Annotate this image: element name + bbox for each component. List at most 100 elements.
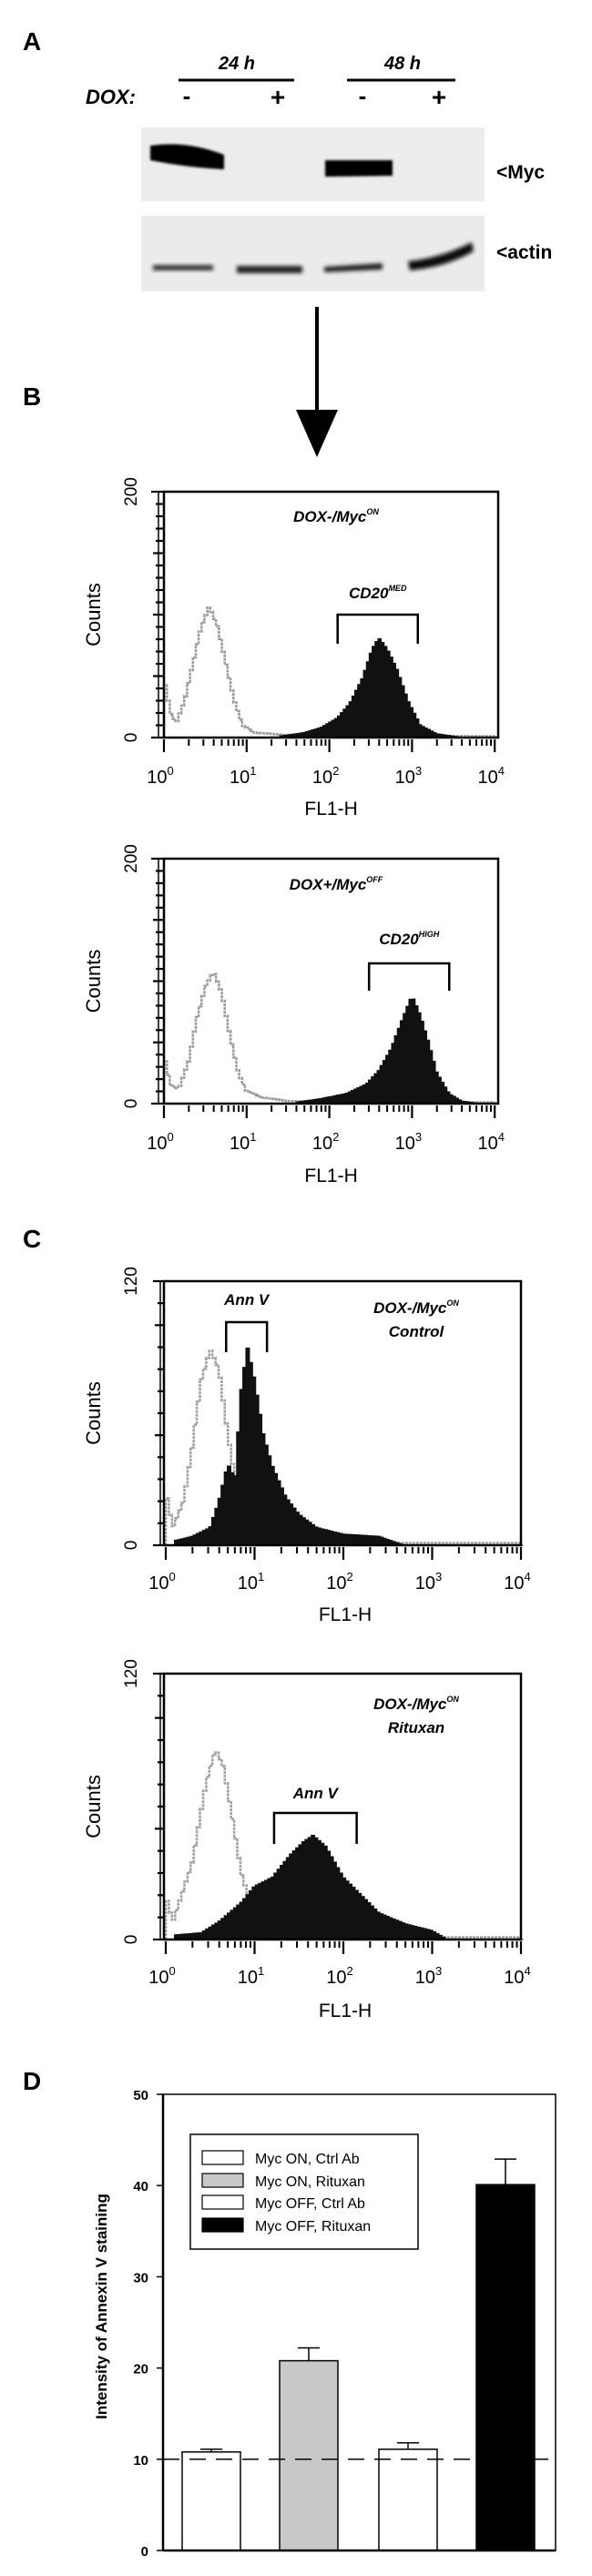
bar-chart: 0 10 20 30 40 50 Intensity of Annexin V staini… bbox=[93, 2088, 556, 2560]
x-tick-base: 10 bbox=[312, 1134, 332, 1154]
y-tick-label: 200 bbox=[122, 477, 141, 506]
histogram-title: DOX+/MycOFF bbox=[290, 875, 383, 893]
y-tick-label: 120 bbox=[122, 1659, 141, 1688]
title-superscript: ON bbox=[446, 1298, 459, 1308]
x-tick-base: 10 bbox=[238, 1968, 258, 1988]
gate-label-text: Ann V bbox=[223, 1291, 270, 1308]
down-arrow bbox=[296, 307, 338, 457]
myc-band-lane-3 bbox=[325, 160, 393, 177]
x-tick-base: 10 bbox=[148, 1968, 168, 1988]
timepoint-48h: 48 h bbox=[383, 54, 421, 74]
x-tick-exponent: 2 bbox=[347, 1964, 353, 1978]
x-tick-base: 10 bbox=[230, 768, 250, 788]
legend-swatch bbox=[201, 2217, 244, 2233]
title-superscript: ON bbox=[446, 1695, 459, 1704]
actin-band-lane-3 bbox=[324, 263, 383, 272]
title-superscript: ON bbox=[366, 507, 379, 516]
x-tick-exponent: 2 bbox=[332, 1130, 339, 1144]
x-tick-label: 102 bbox=[312, 764, 339, 788]
x-tick-label: 103 bbox=[395, 764, 422, 788]
x-tick-label: 103 bbox=[395, 1130, 422, 1154]
x-tick-exponent: 0 bbox=[169, 1964, 176, 1978]
western-blot-actin bbox=[141, 216, 485, 291]
gate-bracket bbox=[336, 613, 420, 644]
band-label-myc: <Myc bbox=[496, 162, 545, 183]
title-text: DOX+/Myc bbox=[290, 876, 367, 893]
y-tick-label: 0 bbox=[122, 733, 141, 743]
x-tick-label: 101 bbox=[230, 764, 256, 788]
x-tick-exponent: 4 bbox=[525, 1570, 531, 1583]
x-axis-label: FL1-H bbox=[319, 2001, 372, 2021]
x-tick-label: 104 bbox=[504, 1964, 530, 1988]
plot-frame bbox=[162, 490, 500, 739]
x-tick-label: 100 bbox=[147, 764, 173, 788]
y-tick-label: 0 bbox=[122, 1099, 141, 1109]
x-tick-exponent: 1 bbox=[250, 764, 256, 778]
actin-band-lane-2 bbox=[237, 266, 302, 273]
x-axis-label: FL1-H bbox=[304, 1166, 357, 1186]
y-tick-label: 0 bbox=[122, 1541, 141, 1551]
y-axis-label: Counts bbox=[82, 950, 105, 1013]
y-tick-label: 10 bbox=[133, 2453, 148, 2469]
lane-3-dox: - bbox=[359, 82, 367, 109]
x-tick-exponent: 3 bbox=[435, 1964, 442, 1978]
panel-label-d: D bbox=[23, 2067, 41, 2095]
legend-label: Myc OFF, Rituxan bbox=[255, 2219, 371, 2235]
x-tick-label: 102 bbox=[312, 1130, 339, 1154]
gate-label-text: CD20 bbox=[379, 931, 419, 948]
x-tick-base: 10 bbox=[147, 768, 167, 788]
legend-label: Myc ON, Rituxan bbox=[255, 2174, 365, 2190]
gate-label-text: CD20 bbox=[349, 585, 389, 602]
gate-label: Ann V bbox=[223, 1291, 270, 1308]
y-tick-label: 0 bbox=[141, 2544, 148, 2560]
x-tick-base: 10 bbox=[230, 1134, 250, 1154]
x-tick-label: 100 bbox=[148, 1570, 175, 1593]
y-axis-label: Counts bbox=[82, 583, 105, 647]
plot-frame bbox=[162, 857, 500, 1105]
title-text: DOX-/Myc bbox=[373, 1695, 447, 1713]
x-tick-label: 103 bbox=[415, 1964, 442, 1988]
x-tick-base: 10 bbox=[415, 1968, 435, 1988]
x-tick-exponent: 3 bbox=[415, 764, 422, 778]
x-tick-exponent: 4 bbox=[498, 764, 505, 778]
histogram-stained-series bbox=[174, 1835, 449, 1940]
y-tick-label: 20 bbox=[133, 2362, 148, 2377]
actin-band-lane-4 bbox=[408, 242, 474, 270]
lane-1-dox: - bbox=[183, 82, 191, 109]
bar bbox=[279, 2359, 339, 2551]
x-tick-label: 104 bbox=[477, 764, 504, 788]
x-tick-exponent: 4 bbox=[525, 1964, 531, 1978]
histogram-title: DOX-/MycON bbox=[293, 507, 379, 525]
bar bbox=[475, 2184, 536, 2551]
legend-label: Myc ON, Ctrl Ab bbox=[255, 2152, 360, 2167]
x-tick-base: 10 bbox=[148, 1573, 168, 1593]
gate-label: Ann V bbox=[292, 1785, 340, 1802]
lane-4-dox: + bbox=[432, 83, 446, 111]
y-tick-label: 50 bbox=[133, 2088, 148, 2103]
x-tick-label: 102 bbox=[326, 1570, 352, 1593]
gate-bracket bbox=[367, 962, 451, 991]
legend-swatch bbox=[201, 2150, 244, 2165]
histogram-title: DOX-/MycON bbox=[373, 1695, 459, 1713]
histogram-stained-series bbox=[295, 998, 479, 1105]
x-axis-label: FL1-H bbox=[319, 1604, 372, 1625]
legend-swatch bbox=[201, 2173, 244, 2188]
x-tick-base: 10 bbox=[326, 1968, 346, 1988]
gate-bracket bbox=[225, 1320, 269, 1352]
histogram-subtitle: Control bbox=[389, 1323, 445, 1340]
legend-swatch bbox=[201, 2194, 244, 2210]
x-tick-label: 101 bbox=[238, 1964, 264, 1988]
x-tick-base: 10 bbox=[238, 1573, 258, 1593]
x-tick-label: 102 bbox=[326, 1964, 352, 1988]
y-tick-label: 0 bbox=[122, 1935, 141, 1945]
title-superscript: OFF bbox=[366, 875, 383, 884]
y-axis: 0 200 Counts bbox=[82, 477, 163, 742]
x-tick-exponent: 2 bbox=[347, 1570, 353, 1583]
y-axis: 0 120 Counts bbox=[82, 1659, 165, 1944]
gate-label: CD20HIGH bbox=[379, 930, 439, 948]
x-tick-base: 10 bbox=[415, 1573, 435, 1593]
title-text: DOX-/Myc bbox=[373, 1299, 447, 1317]
